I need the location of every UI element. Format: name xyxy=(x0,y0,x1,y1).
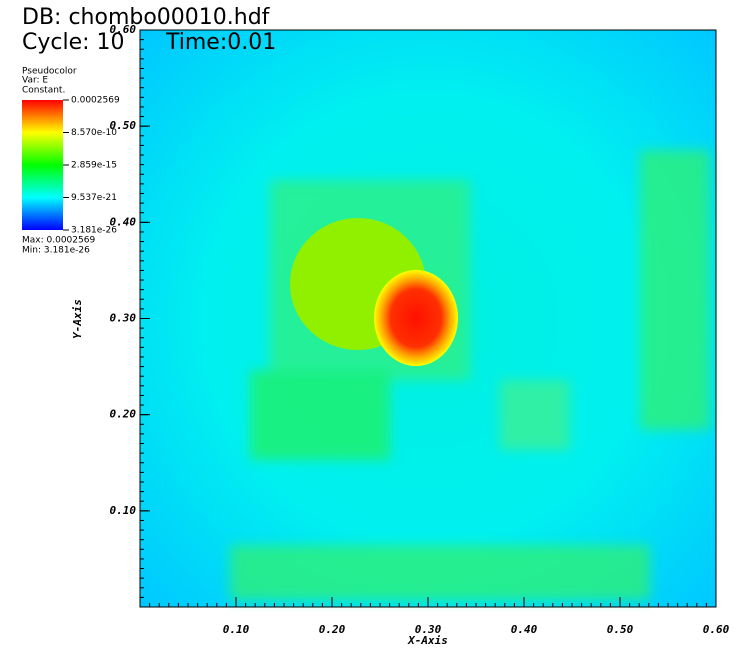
x-tick-label: 0.30 xyxy=(415,623,442,636)
y-tick-label: 0.60 xyxy=(110,23,137,36)
y-tick-label: 0.20 xyxy=(110,408,137,421)
y-axis-label: Y-Axis xyxy=(71,299,84,339)
x-axis-label: X-Axis xyxy=(407,634,448,647)
legend-min: Min: 3.181e-26 xyxy=(22,246,90,256)
x-tick-label: 0.10 xyxy=(223,623,250,636)
x-tick-label: 0.50 xyxy=(607,623,634,636)
colorbar-label: 0.0002569 xyxy=(71,96,120,106)
legend-max: Max: 0.0002569 xyxy=(22,236,95,246)
x-tick-label: 0.40 xyxy=(511,623,538,636)
legend-mode: Constant. xyxy=(22,86,65,96)
colorbar-label: 2.859e-15 xyxy=(71,160,117,170)
db-title: DB: chombo00010.hdf xyxy=(22,5,271,30)
colorbar-label: 9.537e-21 xyxy=(71,193,117,203)
cycle: Cycle: 10 xyxy=(22,30,125,55)
y-tick-label: 0.50 xyxy=(110,119,137,132)
legend-var: Var: E xyxy=(22,76,48,86)
y-tick-label: 0.10 xyxy=(110,504,137,517)
y-tick-label: 0.40 xyxy=(110,215,137,228)
colorbar-label: 3.181e-26 xyxy=(71,226,117,236)
y-tick-label: 0.30 xyxy=(110,312,137,325)
field xyxy=(140,30,716,607)
colorbar-label: 8.570e-10 xyxy=(71,128,117,138)
time: Time:0.01 xyxy=(165,30,276,55)
x-tick-label: 0.20 xyxy=(319,623,346,636)
x-tick-label: 0.60 xyxy=(703,623,730,636)
colorbar xyxy=(22,100,63,230)
legend-plot: Pseudocolor xyxy=(22,67,77,77)
